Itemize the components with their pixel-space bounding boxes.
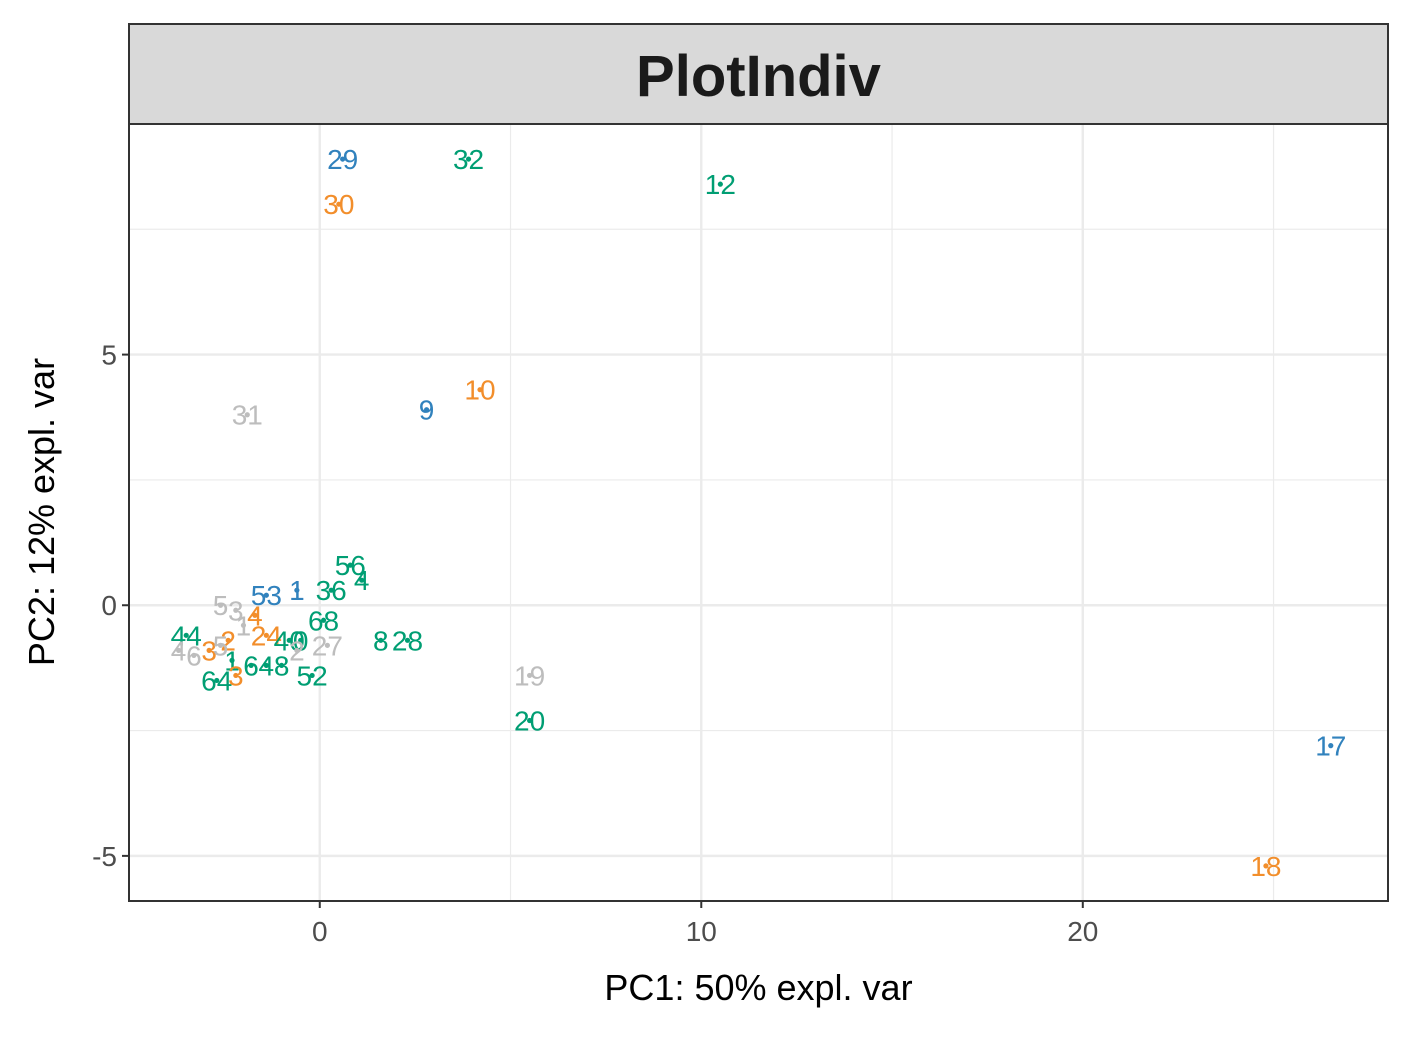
point-label: 27 <box>312 630 343 661</box>
data-point <box>328 587 334 593</box>
data-point <box>347 562 353 568</box>
data-point <box>526 672 533 679</box>
data-point <box>717 181 723 187</box>
point-label: 4 <box>247 600 263 631</box>
data-point <box>378 637 384 643</box>
point-label: 68 <box>308 605 339 636</box>
point-label: 2 <box>289 635 305 666</box>
data-point <box>233 672 239 679</box>
x-tick-label: 20 <box>1067 916 1098 947</box>
point-label: 6 <box>243 650 259 681</box>
minor-gridlines <box>128 124 1388 901</box>
data-point <box>340 156 346 162</box>
point-label: 28 <box>392 625 423 656</box>
point-label: 31 <box>232 400 263 431</box>
data-point <box>233 607 239 613</box>
data-point <box>217 642 224 648</box>
facet-strip <box>128 23 1389 125</box>
data-point <box>294 647 300 653</box>
data-point <box>336 201 342 207</box>
y-axis: -5 0 5 <box>92 340 129 872</box>
point-label: 29 <box>327 144 358 175</box>
data-point <box>1328 743 1334 749</box>
point-label: 9 <box>419 395 435 426</box>
data-point <box>359 577 365 583</box>
point-label: 1 <box>289 575 305 606</box>
point-label: 8 <box>373 625 389 656</box>
y-tick-label: 5 <box>101 340 117 371</box>
point-label: 32 <box>453 144 484 175</box>
plot-panel <box>129 124 1388 901</box>
x-tick-label: 0 <box>312 916 328 947</box>
major-gridlines <box>129 124 1388 901</box>
point-label: 3 <box>228 660 244 691</box>
data-point <box>1263 863 1269 869</box>
point-label: 2 <box>220 625 236 656</box>
point-label: 24 <box>251 620 282 651</box>
data-point <box>477 387 483 393</box>
data-point <box>298 637 304 643</box>
point-label: 5 <box>213 630 229 661</box>
data-point <box>286 637 292 643</box>
point-label: 3 <box>228 595 244 626</box>
data-point <box>324 642 330 648</box>
data-point <box>263 632 269 638</box>
point-label: 5 <box>213 590 229 621</box>
data-point <box>244 412 250 418</box>
point-label: 44 <box>171 620 202 651</box>
data-point <box>404 637 411 643</box>
point-label: 18 <box>1250 851 1281 882</box>
point-label: 1 <box>236 610 252 641</box>
point-label: 3 <box>201 635 217 666</box>
point-label: 19 <box>514 660 545 691</box>
point-label: 4 <box>259 650 275 681</box>
data-point <box>320 617 327 623</box>
data-point <box>279 662 285 668</box>
data-point <box>175 647 182 653</box>
point-label: 8 <box>274 650 290 681</box>
data-point <box>248 662 254 668</box>
data-point <box>465 156 472 162</box>
data-point <box>191 652 197 658</box>
data-point <box>206 647 212 653</box>
data-point <box>423 407 430 413</box>
point-label: 52 <box>297 660 328 691</box>
point-label: 6 <box>186 640 202 671</box>
point-label: 17 <box>1315 731 1346 762</box>
data-point <box>214 677 220 684</box>
x-tick-label: 10 <box>686 916 717 947</box>
point-label: 10 <box>464 375 495 406</box>
data-point <box>309 672 315 679</box>
data-point <box>252 612 258 618</box>
point-label: 12 <box>705 169 736 200</box>
point-label: 36 <box>316 575 347 606</box>
point-label: 56 <box>335 550 366 581</box>
y-tick-label: -5 <box>92 841 117 872</box>
data-point <box>263 662 269 668</box>
point-label: 4 <box>354 565 370 596</box>
data-point <box>183 632 189 638</box>
point-label: 20 <box>514 706 545 737</box>
x-axis: 0 10 20 <box>312 901 1098 947</box>
data-point <box>225 637 231 643</box>
point-label: 4 <box>171 635 187 666</box>
panel-border <box>128 123 1389 902</box>
y-axis-title: PC2: 12% expl. var <box>21 358 62 666</box>
data-point <box>240 622 247 628</box>
point-label: 53 <box>251 580 282 611</box>
data-point <box>263 592 269 598</box>
plot-title: PlotIndiv <box>636 44 881 109</box>
data-point <box>294 587 300 593</box>
data-point <box>229 657 235 663</box>
data-point <box>526 717 533 724</box>
point-label: 1 <box>224 645 240 676</box>
point-label: 64 <box>201 665 232 696</box>
x-axis-title: PC1: 50% expl. var <box>604 967 912 1008</box>
y-tick-label: 0 <box>101 590 117 621</box>
point-label: 30 <box>323 189 354 220</box>
data-point <box>217 602 224 608</box>
